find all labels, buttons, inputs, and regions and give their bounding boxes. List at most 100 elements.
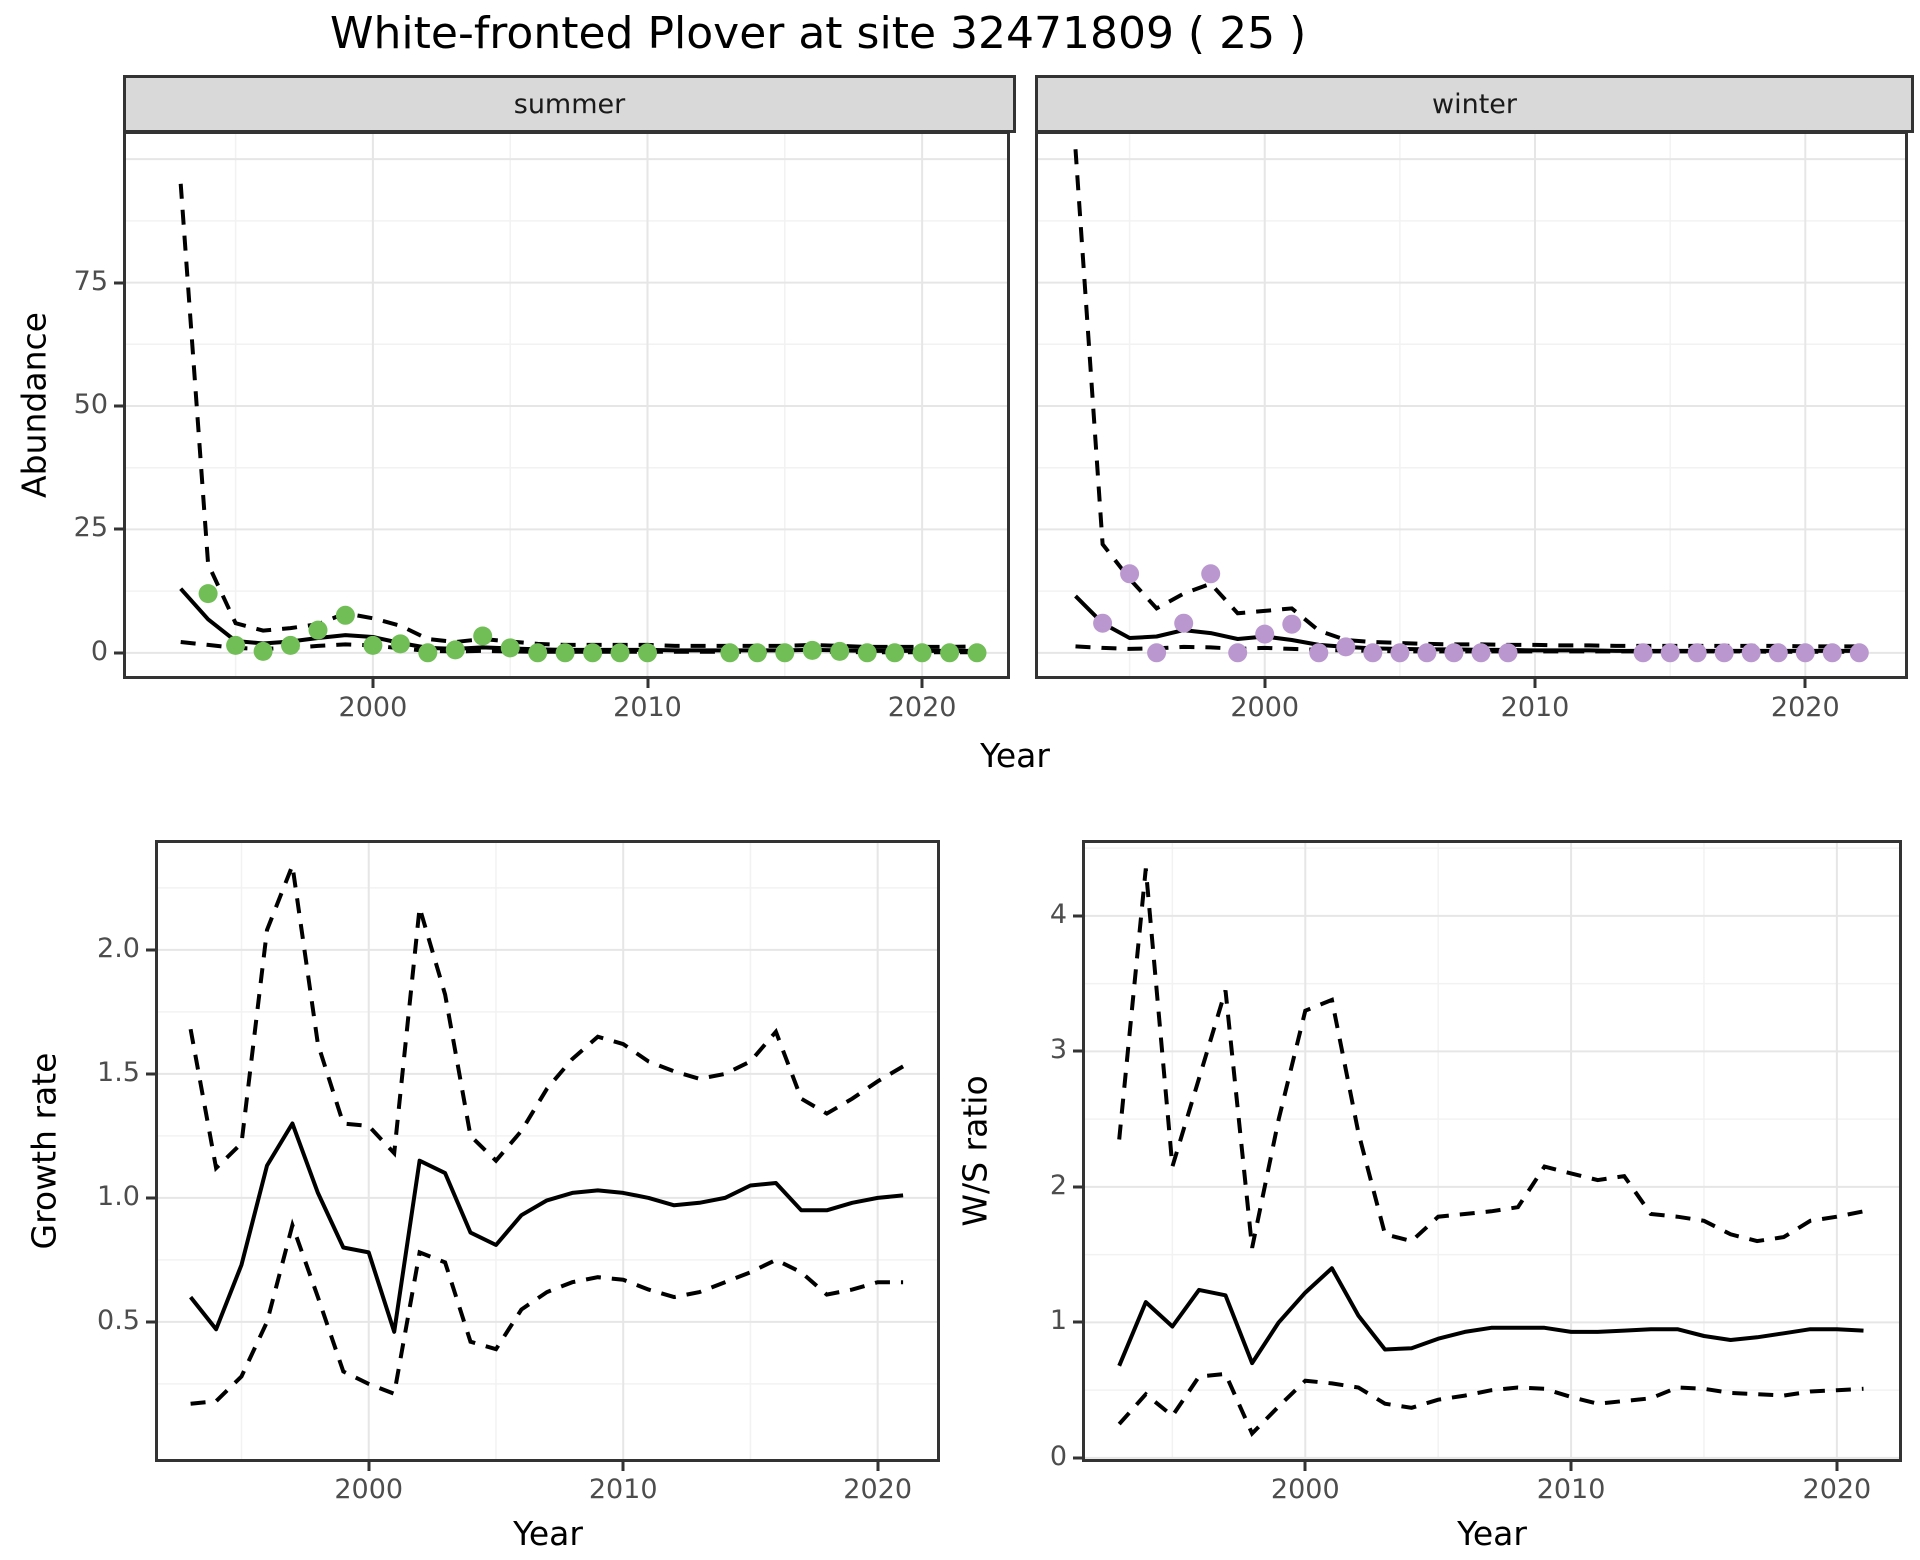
panel-border [1082,840,1902,1462]
observation-point [528,643,548,663]
y-tick-label: 75 [73,265,108,297]
x-tick-label: 2020 [1802,1474,1872,1505]
observation-point [638,643,657,663]
y-tick-mark [1073,1456,1082,1460]
ci-lower-line [190,1218,904,1406]
x-tick-label: 2000 [1270,1474,1340,1505]
y-tick-label: 1 [1049,1305,1067,1337]
observation-point [1768,643,1788,663]
observation-point [1390,643,1410,663]
x-tick-mark [1263,679,1267,688]
x-tick-mark [621,1462,625,1471]
observation-point [912,643,932,663]
observation-point [473,626,493,646]
observation-point [1444,643,1464,663]
observation-point [1714,643,1734,663]
x-tick-label: 2020 [843,1474,913,1505]
observation-point [720,643,740,663]
observation-point [885,643,905,663]
observation-point [1309,643,1329,663]
y-tick-mark [146,1072,155,1076]
x-tick-mark [371,679,375,688]
observation-point [198,584,218,604]
observation-point [802,640,822,660]
observation-point [940,643,960,663]
panel-abundance_winter [1035,131,1908,679]
y-tick-mark [114,651,123,655]
observation-point [418,643,438,663]
chart-title: White-fronted Plover at site 32471809 ( … [330,8,1307,59]
x-tick-label: 2010 [1500,692,1570,723]
ci-lower-line [1117,1371,1864,1437]
facet-strip-summer: summer [123,75,1016,133]
observation-point [390,634,410,654]
x-tick-label: 2000 [1230,692,1300,723]
observation-point [281,635,300,655]
fit-line [189,1121,904,1334]
y-tick-mark [1073,1185,1082,1189]
facet-strip-winter-label: winter [1432,88,1517,120]
observation-point [830,641,850,661]
x-tick-mark [1835,1462,1839,1471]
observation-point [1147,643,1167,663]
panel-abundance_summer [123,131,1010,679]
observation-point [445,640,465,660]
top-year-axis-title: Year [980,736,1050,775]
observation-point [363,635,383,655]
x-tick-label: 2010 [588,1474,658,1505]
y-tick-mark [1073,914,1082,918]
x-tick-mark [1533,679,1537,688]
panel-border [155,840,940,1462]
y-tick-label: 1.0 [97,1180,140,1212]
observation-point [335,605,355,625]
observation-point [1498,643,1518,663]
y-tick-label: 2 [1049,1169,1067,1201]
observation-point [226,635,246,655]
y-tick-label: 2.0 [97,932,140,964]
ws-year-axis-title: Year [1457,1514,1527,1553]
facet-strip-winter: winter [1035,75,1914,133]
observation-point [1228,643,1248,663]
observation-point [253,641,273,661]
observation-point [1471,643,1491,663]
observation-point [857,643,877,663]
panel-growth_rate [155,840,940,1462]
observation-point [1120,564,1140,584]
ws-ratio-axis-title: W/S ratio [955,1075,995,1227]
x-tick-label: 2020 [1770,692,1840,723]
observation-point [583,643,603,663]
observation-point [967,643,987,663]
y-tick-label: 50 [73,388,108,420]
y-tick-label: 4 [1049,898,1067,930]
observation-point [1201,564,1221,584]
x-tick-label: 2020 [887,692,957,723]
y-tick-label: 0.5 [97,1304,140,1336]
panel-ws_ratio [1082,840,1902,1462]
observation-point [1255,624,1275,644]
x-tick-label: 2010 [1536,1474,1606,1505]
x-tick-label: 2010 [613,692,682,723]
observation-point [610,643,630,663]
observation-point [1687,643,1707,663]
observation-point [1282,614,1302,634]
observation-point [1822,643,1842,663]
y-tick-label: 3 [1049,1034,1067,1066]
observation-point [500,638,520,658]
y-tick-mark [1073,1320,1082,1324]
y-tick-mark [114,527,123,531]
observation-point [1795,643,1815,663]
x-tick-mark [876,1462,880,1471]
panel-border [123,131,1010,679]
x-tick-mark [1303,1462,1307,1471]
y-tick-mark [1073,1049,1082,1053]
x-tick-mark [646,679,649,688]
observation-point [1660,643,1680,663]
ci-upper-line [188,857,905,1173]
fit-line [1117,1266,1864,1367]
y-tick-mark [146,1196,155,1200]
y-tick-mark [114,404,123,408]
y-tick-label: 0 [1049,1440,1067,1472]
y-tick-label: 0 [90,635,108,667]
observation-point [775,643,795,663]
y-tick-label: 1.5 [97,1056,140,1088]
